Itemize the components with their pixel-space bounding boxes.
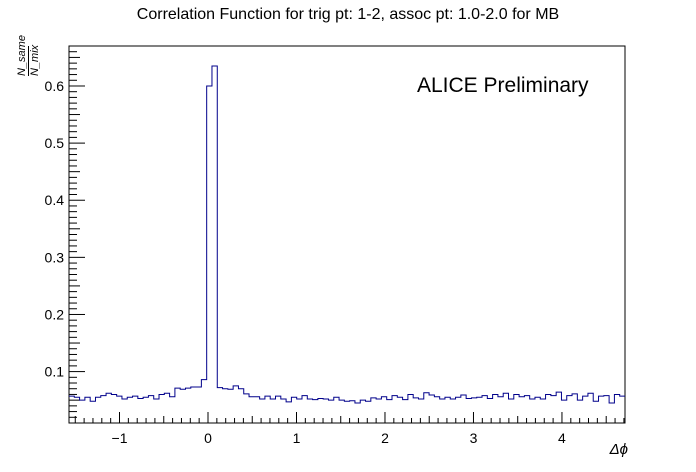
y-tick-label: 0.2: [45, 306, 65, 322]
y-axis-label-denominator: N_mix: [29, 44, 41, 76]
x-tick-label: 2: [381, 430, 389, 446]
x-tick-label: 4: [558, 430, 566, 446]
histogram-series: [69, 65, 625, 404]
y-tick-label: 0.6: [45, 78, 65, 94]
x-tick-label: 1: [293, 430, 301, 446]
y-axis-label: N_same N_mix: [16, 35, 41, 76]
plot-frame: [68, 45, 626, 424]
y-axis-label-numerator: N_same: [16, 35, 29, 76]
x-tick-label: 3: [470, 430, 478, 446]
x-tick-label: 0: [204, 430, 212, 446]
x-tick-label: −1: [112, 430, 128, 446]
x-axis-label: Δϕ: [609, 441, 628, 458]
y-tick-label: 0.1: [45, 364, 65, 380]
alice-preliminary-annotation: ALICE Preliminary: [417, 74, 589, 97]
axis-ticks: −1 0 1 2 3 4 0.1 0.2 0.3 0.4 0.5 0.6: [45, 51, 625, 446]
y-tick-label: 0.3: [45, 249, 65, 265]
chart-title: Correlation Function for trig pt: 1-2, a…: [136, 6, 560, 23]
y-tick-label: 0.5: [45, 135, 65, 151]
y-tick-label: 0.4: [45, 192, 65, 208]
